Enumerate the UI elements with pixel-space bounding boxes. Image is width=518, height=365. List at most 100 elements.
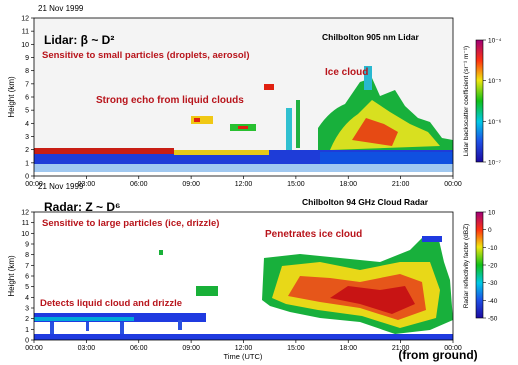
radar-date: 21 Nov 1999 <box>38 182 84 191</box>
lidar-y-tick-label: 5 <box>25 108 29 115</box>
lidar-x-tick-label: 00:00 <box>25 181 43 188</box>
lidar-colorbar-ticks: 10⁻⁴ 10⁻⁵ 10⁻⁶ 10⁻⁷ <box>483 38 502 167</box>
lidar-colorbar <box>475 39 484 163</box>
lidar-annotation-small-particles: Sensitive to small particles (droplets, … <box>42 50 249 61</box>
radar-x-axis-label: Time (UTC) <box>224 352 263 361</box>
lidar-y-tick-label: 8 <box>25 68 29 75</box>
lidar-y-tick-label: 10 <box>21 42 29 49</box>
radar-annotation-penetrates: Penetrates ice cloud <box>265 229 362 240</box>
radar-x-tick-label: 03:00 <box>78 345 96 352</box>
lidar-colorbar-tick-label: 10⁻⁷ <box>488 160 502 167</box>
radar-colorbar-tick-label: -50 <box>488 316 498 323</box>
radar-drizzle <box>86 322 89 331</box>
radar-y-tick-label: 0 <box>25 338 29 345</box>
lidar-liquid-echo <box>286 108 292 150</box>
radar-drizzle <box>50 322 54 334</box>
radar-title: Chilbolton 94 GHz Cloud Radar <box>302 197 429 207</box>
lidar-panel: 21 Nov 1999 Height (km) 0 12 3 4 <box>7 4 502 188</box>
lidar-x-tick-label: 18:00 <box>339 181 357 188</box>
lidar-title: Chilbolton 905 nm Lidar <box>322 32 420 42</box>
lidar-x-tick-label: 09:00 <box>182 181 200 188</box>
lidar-x-tick-label: 21:00 <box>392 181 410 188</box>
radar-panel: 21 Nov 1999 Height (km) 0123456789101112… <box>7 182 498 362</box>
lidar-y-tick-label: 3 <box>25 134 29 141</box>
lidar-y-tick-label: 6 <box>25 95 29 102</box>
radar-y-axis-label: Height (km) <box>7 255 16 297</box>
radar-y-tick-label: 10 <box>21 231 29 238</box>
radar-annotation-liquid-drizzle: Detects liquid cloud and drizzle <box>40 298 182 309</box>
radar-y-tick-label: 11 <box>22 220 29 227</box>
radar-x-tick-label: 06:00 <box>130 345 148 352</box>
lidar-x-tick-label: 12:00 <box>235 181 253 188</box>
lidar-colorbar-tick-label: 10⁻⁶ <box>488 119 502 126</box>
lidar-liquid-echo <box>238 126 248 129</box>
lidar-y-tick-label: 11 <box>22 29 29 36</box>
radar-x-tick-label: 18:00 <box>339 345 357 352</box>
lidar-heading: Lidar: β ~ D² <box>44 33 114 47</box>
radar-colorbar-ticks: 10 0 -10 -20 -30 -40 -50 <box>483 210 498 323</box>
lidar-colorbar-tick-label: 10⁻⁴ <box>488 38 502 45</box>
radar-drizzle <box>178 320 182 330</box>
radar-isolated-echo <box>159 250 163 255</box>
lidar-liquid-echo <box>194 118 200 122</box>
lidar-x-ticks: 00:00 03:00 06:00 09:00 12:00 15:00 18:00 21:00… <box>25 176 462 188</box>
footer-from-ground: (from ground) <box>398 348 477 362</box>
lidar-colorbar-tick-label: 10⁻⁵ <box>488 78 502 85</box>
lidar-y-tick-label: 9 <box>25 55 29 62</box>
radar-x-tick-label: 21:00 <box>392 345 410 352</box>
radar-x-tick-label: 12:00 <box>235 345 253 352</box>
radar-x-tick-label: 00:00 <box>25 345 43 352</box>
radar-colorbar-tick-label: -10 <box>488 245 498 252</box>
radar-colorbar-tick-label: -30 <box>488 280 498 287</box>
lidar-y-tick-label: 0 <box>25 174 29 181</box>
radar-colorbar-tick-label: 10 <box>488 210 496 217</box>
radar-x-tick-label: 00:00 <box>444 345 462 352</box>
lidar-ice-cloud-hot <box>352 118 398 146</box>
lidar-x-tick-label: 00:00 <box>444 181 462 188</box>
lidar-boundary-layer-low <box>34 164 453 172</box>
radar-y-tick-label: 6 <box>25 274 29 281</box>
radar-y-tick-label: 4 <box>25 295 29 302</box>
radar-x-tick-label: 15:00 <box>287 345 305 352</box>
radar-ice-cloud-hot <box>330 286 415 314</box>
radar-liquid-layer-2 <box>34 317 134 321</box>
lidar-ice-cloud-high <box>364 66 372 90</box>
lidar-annotation-strong-echo: Strong echo from liquid clouds <box>96 95 244 106</box>
lidar-date: 21 Nov 1999 <box>38 4 84 13</box>
radar-colorbar-tick-label: 0 <box>488 227 492 234</box>
radar-drizzle <box>120 322 124 335</box>
lidar-liquid-echo <box>191 116 213 124</box>
radar-y-tick-label: 8 <box>25 252 29 259</box>
lidar-x-tick-label: 15:00 <box>287 181 305 188</box>
radar-colorbar-tick-label: -40 <box>488 298 498 305</box>
radar-y-tick-label: 5 <box>25 284 29 291</box>
lidar-y-tick-label: 7 <box>25 81 29 88</box>
radar-cloud-top <box>422 236 442 242</box>
lidar-y-axis-label: Height (km) <box>7 76 16 118</box>
lidar-late-layer <box>320 152 453 164</box>
radar-ground-echo <box>34 334 453 340</box>
lidar-liquid-echo <box>296 100 300 148</box>
radar-isolated-echo <box>196 286 218 296</box>
radar-y-tick-label: 2 <box>25 316 29 323</box>
lidar-y-tick-label: 4 <box>25 121 29 128</box>
radar-y-tick-label: 9 <box>25 242 29 249</box>
lidar-boundary-layer-top-2 <box>174 150 269 155</box>
lidar-liquid-echo <box>264 84 274 90</box>
lidar-annotation-ice-cloud: Ice cloud <box>325 67 368 78</box>
radar-heading: Radar: Z ~ D⁶ <box>44 200 121 214</box>
lidar-y-tick-label: 12 <box>21 16 29 23</box>
radar-colorbar-label: Radar reflectivity factor (dBZ) <box>463 224 470 309</box>
radar-x-ticks: 00:00 03:00 06:00 09:00 12:00 15:00 18:00 21:00… <box>25 340 462 352</box>
lidar-x-tick-label: 03:00 <box>78 181 96 188</box>
radar-data-layer <box>34 236 453 340</box>
radar-y-tick-label: 7 <box>25 263 29 270</box>
radar-annotation-large-particles: Sensitive to large particles (ice, drizz… <box>42 218 219 229</box>
radar-x-tick-label: 09:00 <box>182 345 200 352</box>
lidar-data-layer <box>34 66 453 176</box>
radar-colorbar-tick-label: -20 <box>488 263 498 270</box>
radar-y-tick-label: 12 <box>21 210 29 217</box>
